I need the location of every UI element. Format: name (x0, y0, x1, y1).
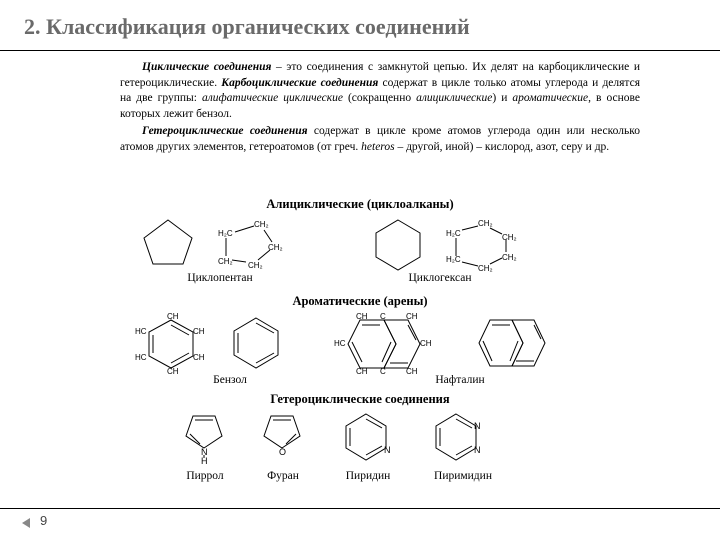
section-header-aromatic: Ароматические (арены) (0, 294, 720, 309)
svg-text:H₂C: H₂C (446, 255, 461, 264)
svg-text:HC: HC (135, 353, 147, 362)
atom-N: N (384, 445, 391, 455)
diagram-benzene-skeleton (230, 314, 282, 375)
page-marker-icon (22, 518, 30, 528)
page-title: 2. Классификация органических соединений (24, 14, 470, 40)
diagram-naphthalene-explicit: CHC CHCH CHC CHHC (330, 312, 450, 379)
diagram-cyclopentane (140, 216, 196, 273)
svg-text:CH: CH (420, 339, 432, 348)
section-header-alicyclic: Алициклические (циклоалканы) (0, 197, 720, 212)
svg-text:CH₂: CH₂ (254, 220, 269, 229)
section-header-hetero: Гетероциклические соединения (0, 392, 720, 407)
svg-text:HC: HC (135, 327, 147, 336)
label-pyrrole: Пиррол (170, 470, 240, 482)
label-benzene: Бензол (190, 374, 270, 386)
body-paragraph: Гетероциклические соединения содержат в … (120, 124, 640, 155)
svg-text:CH₂: CH₂ (478, 219, 493, 228)
svg-text:CH₂: CH₂ (248, 261, 263, 270)
diagram-furan: O (258, 412, 306, 467)
svg-text:CH₂: CH₂ (268, 243, 283, 252)
svg-text:CH: CH (356, 367, 368, 376)
label-cyclohexane: Циклогексан (380, 272, 500, 284)
bottom-rule (0, 508, 720, 509)
svg-text:HC: HC (334, 339, 346, 348)
svg-text:CH: CH (356, 312, 368, 321)
atom-N2: N (474, 445, 481, 455)
diagram-cyclohexane (370, 216, 426, 277)
diagram-pyrrole: N H (180, 412, 228, 473)
diagram-naphthalene-skeleton (468, 316, 556, 375)
label-pyridine: Пиридин (328, 470, 408, 482)
svg-text:CH: CH (406, 312, 418, 321)
atom-N1: N (474, 421, 481, 431)
page-number: 9 (40, 513, 47, 528)
svg-text:C: C (380, 367, 386, 376)
diagram-cyclopentane-explicit: H₂C CH₂ CH₂ CH₂ CH₂ (210, 216, 288, 277)
label-furan: Фуран (248, 470, 318, 482)
diagram-cyclohexane-explicit: H₂C CH₂ CH₂ CH₂ CH₂ H₂C (440, 216, 526, 279)
svg-text:CH: CH (193, 353, 205, 362)
top-rule (0, 50, 720, 51)
label-pyrimidine: Пиримидин (418, 470, 508, 482)
diagram-pyridine: N (340, 410, 392, 469)
label-cyclopentane: Циклопентан (160, 272, 280, 284)
svg-text:CH₂: CH₂ (502, 233, 517, 242)
svg-text:CH₂: CH₂ (502, 253, 517, 262)
svg-text:C: C (380, 312, 386, 321)
label-naphthalene: Нафталин (410, 374, 510, 386)
svg-text:CH₂: CH₂ (218, 257, 233, 266)
atom-O: O (279, 447, 286, 457)
svg-text:H₂C: H₂C (218, 229, 233, 238)
diagram-pyrimidine: N N (430, 410, 484, 469)
svg-text:CH: CH (193, 327, 205, 336)
body-paragraph: Циклические соединения – это соединения … (120, 60, 640, 122)
intro-text: Циклические соединения – это соединения … (120, 60, 640, 157)
svg-text:CH: CH (167, 312, 179, 321)
diagram-benzene-explicit: CH CH CH CH HC HC (135, 312, 207, 379)
svg-text:CH: CH (167, 367, 179, 376)
svg-text:H₂C: H₂C (446, 229, 461, 238)
